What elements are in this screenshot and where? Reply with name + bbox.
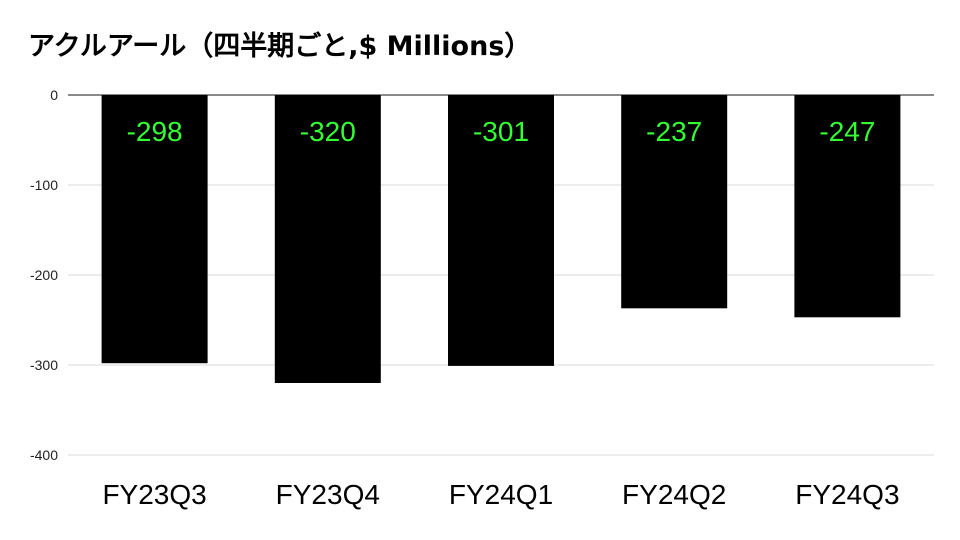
data-label: -298 bbox=[127, 116, 183, 147]
data-label: -237 bbox=[646, 116, 702, 147]
data-labels: -298 -320 -301 -237 -247 bbox=[127, 116, 876, 147]
x-category-label: FY24Q1 bbox=[449, 479, 553, 510]
x-category-label: FY24Q2 bbox=[622, 479, 726, 510]
y-tick-label: 0 bbox=[50, 87, 58, 103]
data-label: -301 bbox=[473, 116, 529, 147]
bar-fy23q4 bbox=[274, 95, 381, 383]
bar-fy23q3 bbox=[101, 95, 208, 364]
y-tick-label: -300 bbox=[30, 357, 58, 373]
bars bbox=[101, 95, 901, 383]
y-axis-ticks: 0 -100 -200 -300 -400 bbox=[30, 87, 58, 463]
x-category-label: FY24Q3 bbox=[795, 479, 899, 510]
y-tick-label: -100 bbox=[30, 177, 58, 193]
y-tick-label: -200 bbox=[30, 267, 58, 283]
x-category-label: FY23Q3 bbox=[102, 479, 206, 510]
bar-fy24q3 bbox=[794, 95, 901, 318]
bar-fy24q2 bbox=[621, 95, 728, 309]
bar-fy24q1 bbox=[448, 95, 554, 366]
y-tick-label: -400 bbox=[30, 447, 58, 463]
chart-title: アクルアール（四半期ごと,$ Millions） bbox=[28, 31, 532, 62]
data-label: -320 bbox=[300, 116, 356, 147]
x-axis-categories: FY23Q3 FY23Q4 FY24Q1 FY24Q2 FY24Q3 bbox=[102, 479, 899, 510]
data-label: -247 bbox=[819, 116, 875, 147]
x-category-label: FY23Q4 bbox=[276, 479, 380, 510]
